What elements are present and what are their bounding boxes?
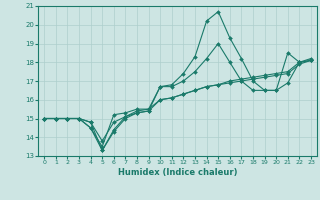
X-axis label: Humidex (Indice chaleur): Humidex (Indice chaleur) <box>118 168 237 177</box>
